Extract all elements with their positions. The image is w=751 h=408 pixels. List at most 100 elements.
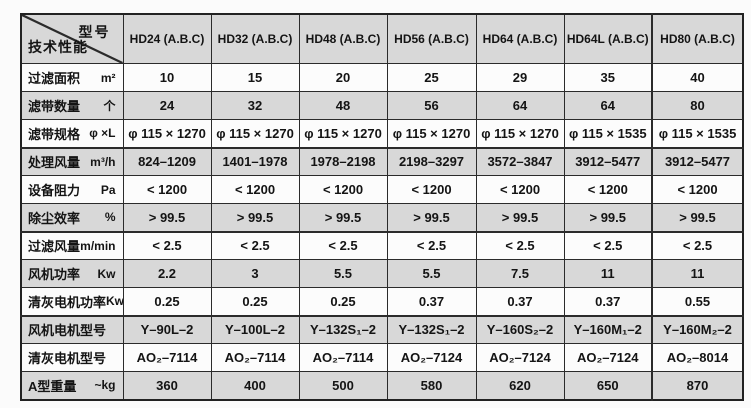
table-cell: φ 115 × 1535 xyxy=(651,119,744,148)
row-label-wrap: 设备阻力 Pa xyxy=(22,180,122,199)
table-row: 清灰电机型号 AO₂–7114 AO₂–7114 AO₂–7114 AO₂–7124 A… xyxy=(20,343,744,372)
table-cell: < 1200 xyxy=(298,175,388,204)
table-cell: 1401–1978 xyxy=(210,146,300,176)
row-label-cell: 清灰电机功率 Kw xyxy=(20,287,124,316)
table-cell: Y–100L–2 xyxy=(210,314,300,344)
row-label-cell: 风机功率 Kw xyxy=(20,259,124,288)
row-label-wrap: 过滤风量 m/min xyxy=(22,236,122,255)
table-cell: < 2.5 xyxy=(386,230,477,260)
table-cell: 7.5 xyxy=(475,259,565,288)
model-column-header: HD80 (A.B.C) xyxy=(651,13,744,64)
table-cell: Y–160S₂–2 xyxy=(475,314,565,344)
table-cell: AO₂–7124 xyxy=(563,343,653,372)
table-cell: < 1200 xyxy=(386,175,477,204)
table-cell: AO₂–8014 xyxy=(651,343,744,372)
table-cell: 580 xyxy=(386,371,477,400)
row-label-wrap: 风机电机型号 xyxy=(22,320,122,339)
table-cell: Y–132S₁–2 xyxy=(298,314,388,344)
table-cell: 2.2 xyxy=(122,259,212,288)
table-cell: 0.37 xyxy=(475,287,565,316)
row-unit: % xyxy=(104,210,116,225)
table-cell: 620 xyxy=(475,371,565,400)
row-label: 风机功率 xyxy=(28,267,81,282)
model-column-header: HD64L (A.B.C) xyxy=(563,13,653,64)
row-label-wrap: 过滤面积 m² xyxy=(22,68,122,87)
row-label: 过滤风量 xyxy=(28,239,81,255)
row-label: 清灰电机功率 xyxy=(28,294,107,310)
table-cell: 2198–3297 xyxy=(386,146,477,176)
row-label-wrap: 除尘效率 % xyxy=(22,208,122,227)
table-cell: 29 xyxy=(475,63,565,92)
table-cell: 56 xyxy=(386,91,477,120)
table-row: 过滤风量 m/min < 2.5 < 2.5 < 2.5 < 2.5 < 2.5 < 2.… xyxy=(20,230,744,260)
row-unit: φ ×L xyxy=(89,126,116,141)
row-label-cell: 清灰电机型号 xyxy=(20,343,124,372)
table-row: 滤带规格 φ ×L φ 115 × 1270 φ 115 × 1270 φ 115 … xyxy=(20,119,744,148)
table-cell: 0.37 xyxy=(386,287,477,316)
table-cell: 3 xyxy=(210,259,300,288)
row-label: 滤带数量 xyxy=(28,99,81,114)
table-cell: < 1200 xyxy=(210,175,300,204)
row-label-wrap: 滤带数量 个 xyxy=(22,96,122,115)
table-cell: AO₂–7124 xyxy=(386,343,477,372)
table-row: 设备阻力 Pa < 1200 < 1200 < 1200 < 1200 < 1200 < … xyxy=(20,175,744,204)
row-label-wrap: 处理风量 m³/h xyxy=(22,152,122,171)
row-unit: m³/h xyxy=(90,154,116,169)
table-cell: < 2.5 xyxy=(475,230,565,260)
row-label-cell: 设备阻力 Pa xyxy=(20,175,124,204)
model-column-header: HD56 (A.B.C) xyxy=(386,13,477,64)
table-cell: AO₂–7114 xyxy=(298,343,388,372)
row-label: A型重量 xyxy=(28,378,77,394)
table-row: 清灰电机功率 Kw 0.25 0.25 0.25 0.37 0.37 0.37 0.55 xyxy=(20,287,744,316)
row-label-wrap: A型重量 ~kg xyxy=(22,376,122,395)
table-cell: > 99.5 xyxy=(298,203,388,232)
table-cell: 80 xyxy=(651,91,744,120)
table-cell: φ 115 × 1270 xyxy=(298,119,388,148)
table-cell: > 99.5 xyxy=(210,203,300,232)
table-cell: 11 xyxy=(651,259,744,288)
model-column-header: HD24 (A.B.C) xyxy=(122,13,212,64)
row-label-wrap: 风机功率 Kw xyxy=(22,264,122,283)
table-cell: 24 xyxy=(122,91,212,120)
table-cell: 0.25 xyxy=(122,287,212,316)
table-cell: Y–132S₁–2 xyxy=(386,314,477,344)
table-row: 风机电机型号 Y–90L–2 Y–100L–2 Y–132S₁–2 Y–132S₁–2… xyxy=(20,314,744,344)
table-cell: 1978–2198 xyxy=(298,146,388,176)
row-label: 风机电机型号 xyxy=(28,323,107,339)
table-row: 滤带数量 个 24 32 48 56 64 64 80 xyxy=(20,91,744,120)
table-cell: 40 xyxy=(651,63,744,92)
table-cell: φ 115 × 1270 xyxy=(210,119,300,148)
row-unit: ~kg xyxy=(94,378,116,393)
table-cell: > 99.5 xyxy=(475,203,565,232)
table-cell: 64 xyxy=(475,91,565,120)
table-cell: 0.25 xyxy=(298,287,388,316)
table-cell: 35 xyxy=(563,63,653,92)
row-unit: Kw xyxy=(97,266,116,281)
spec-table: 型号 技术性能 HD24 (A.B.C) HD32 (A.B.C) HD48 (A.… xyxy=(20,13,744,401)
row-label-cell: A型重量 ~kg xyxy=(20,371,124,400)
table-cell: φ 115 × 1270 xyxy=(386,119,477,148)
table-cell: < 1200 xyxy=(122,175,212,204)
row-label-cell: 过滤风量 m/min xyxy=(20,230,124,260)
row-label-cell: 除尘效率 % xyxy=(20,203,124,232)
table-cell: 48 xyxy=(298,91,388,120)
row-unit: 个 xyxy=(103,99,116,113)
table-cell: < 1200 xyxy=(475,175,565,204)
row-unit: m/min xyxy=(80,238,116,253)
table-row: 除尘效率 % > 99.5 > 99.5 > 99.5 > 99.5 > 99.5 > 9… xyxy=(20,203,744,232)
row-unit: Kw xyxy=(106,294,123,309)
table-cell: 650 xyxy=(563,371,653,400)
table-cell: < 2.5 xyxy=(210,230,300,260)
table-row: 过滤面积 m² 10 15 20 25 29 35 40 xyxy=(20,63,744,92)
row-unit: m² xyxy=(100,70,116,85)
table-body: 过滤面积 m² 10 15 20 25 29 35 40 滤带数量 个 24 32 48 56 64… xyxy=(20,63,744,400)
table-cell: AO₂–7124 xyxy=(475,343,565,372)
table-cell: Y–90L–2 xyxy=(122,314,212,344)
table-row: A型重量 ~kg 360 400 500 580 620 650 870 xyxy=(20,371,744,400)
table-cell: 5.5 xyxy=(386,259,477,288)
corner-cell: 型号 技术性能 xyxy=(20,13,124,64)
model-column-header: HD48 (A.B.C) xyxy=(298,13,388,64)
table-cell: < 1200 xyxy=(651,175,744,204)
table-row: 处理风量 m³/h 824–1209 1401–1978 1978–2198 2198… xyxy=(20,146,744,176)
